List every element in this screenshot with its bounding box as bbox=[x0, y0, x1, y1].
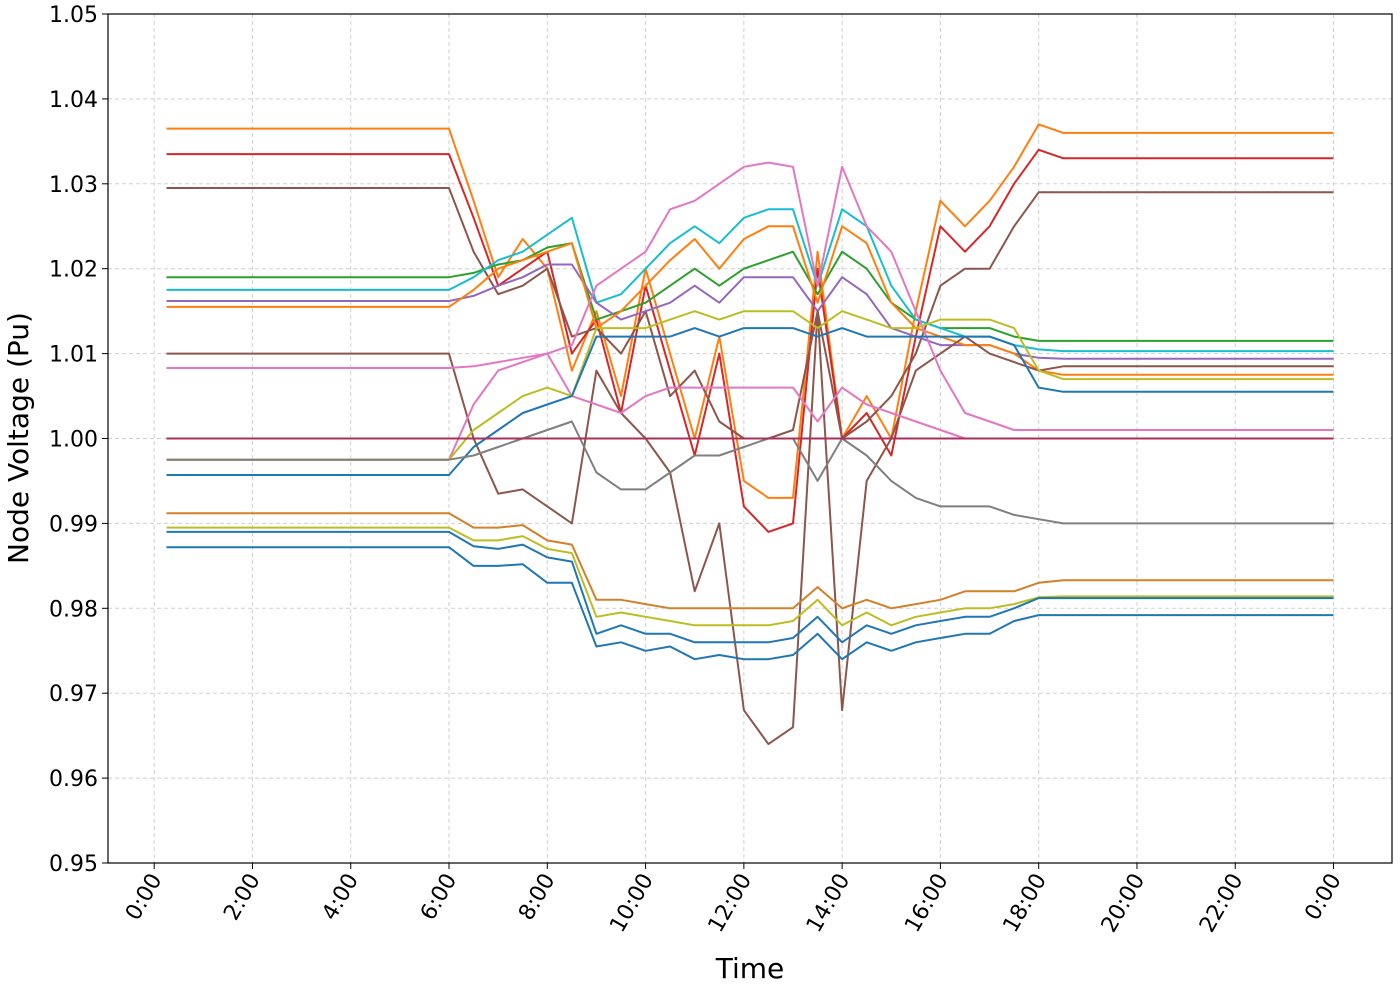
y-tick-label: 0.97 bbox=[49, 682, 98, 707]
x-tick-label: 8:00 bbox=[514, 870, 560, 925]
series-line bbox=[166, 352, 1334, 461]
y-tick-label: 1.01 bbox=[49, 343, 98, 368]
x-tick-label: 20:00 bbox=[1097, 870, 1150, 937]
series-line bbox=[166, 420, 1334, 525]
series-line bbox=[166, 310, 1334, 461]
series-line bbox=[166, 310, 1334, 746]
series-line bbox=[166, 148, 1334, 533]
series-line bbox=[166, 526, 1334, 627]
y-tick-label: 1.02 bbox=[49, 258, 98, 283]
y-tick-label: 1.04 bbox=[49, 88, 98, 113]
y-tick-label: 1.00 bbox=[49, 428, 98, 453]
y-tick-label: 0.95 bbox=[49, 852, 98, 877]
x-tick-label: 4:00 bbox=[318, 870, 364, 925]
x-tick-label: 10:00 bbox=[605, 870, 658, 937]
x-tick-label: 0:00 bbox=[121, 870, 167, 925]
x-tick-label: 2:00 bbox=[219, 870, 265, 925]
x-tick-label: 18:00 bbox=[999, 870, 1052, 937]
series-line bbox=[166, 546, 1334, 661]
series-line bbox=[166, 161, 1334, 431]
series-line bbox=[166, 512, 1334, 610]
plot-frame bbox=[107, 13, 1393, 864]
y-tick-label: 1.05 bbox=[49, 3, 98, 28]
series-line bbox=[166, 208, 1334, 353]
series-line bbox=[166, 327, 1334, 476]
x-tick-label: 6:00 bbox=[416, 870, 462, 925]
series-line bbox=[166, 242, 1334, 342]
y-axis-label: Node Voltage (Pu) bbox=[2, 312, 35, 564]
x-tick-label: 16:00 bbox=[900, 870, 953, 937]
y-tick-label: 0.99 bbox=[49, 512, 98, 537]
x-axis-label: Time bbox=[715, 952, 785, 985]
x-tick-label: 22:00 bbox=[1195, 870, 1248, 937]
series-line bbox=[166, 530, 1334, 644]
y-tick-label: 0.96 bbox=[49, 767, 98, 792]
x-tick-label: 0:00 bbox=[1300, 870, 1346, 925]
series-line bbox=[166, 187, 1334, 440]
x-tick-label: 14:00 bbox=[802, 870, 855, 937]
x-tick-label: 12:00 bbox=[704, 870, 757, 937]
y-tick-label: 1.03 bbox=[49, 173, 98, 198]
y-tick-label: 0.98 bbox=[49, 597, 98, 622]
